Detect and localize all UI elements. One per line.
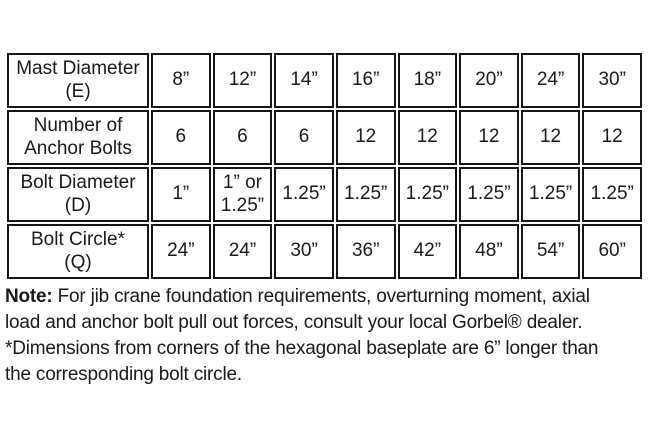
- value-cell: 48”: [459, 224, 519, 279]
- note-line: Note: For jib crane foundation requireme…: [5, 284, 650, 310]
- value-cell: 18”: [397, 53, 458, 108]
- value-cell: 16”: [335, 53, 396, 108]
- value-cell: 60”: [582, 224, 642, 279]
- note-block: Note: For jib crane foundation requireme…: [5, 284, 650, 388]
- footnote-line: the corresponding bolt circle.: [5, 364, 242, 385]
- row-label-cell: Number of Anchor Bolts: [7, 110, 149, 165]
- value-cell: 24”: [520, 53, 581, 108]
- note-label: Note:: [5, 286, 53, 307]
- value-cell: 12: [397, 110, 458, 165]
- value-cell: 36”: [335, 224, 396, 279]
- value-cell: 1.25”: [459, 167, 519, 222]
- value-cell: 14”: [274, 53, 334, 108]
- table-row: Mast Diameter (E) 8” 12” 14” 16” 18” 20” 24” 30”: [7, 53, 642, 108]
- spec-table-body: Mast Diameter (E) 8” 12” 14” 16” 18” 20” 24” 30”…: [7, 53, 642, 279]
- value-cell: 6: [151, 110, 211, 165]
- value-cell: 24”: [212, 224, 273, 279]
- value-cell: 6: [212, 110, 273, 165]
- value-cell: 1”: [151, 167, 211, 222]
- value-cell: 12: [335, 110, 396, 165]
- value-cell: 54”: [520, 224, 581, 279]
- spec-table: Mast Diameter (E) 8” 12” 14” 16” 18” 20” 24” 30”…: [5, 51, 644, 281]
- value-cell: 1.25”: [582, 167, 642, 222]
- value-cell: 8”: [151, 53, 211, 108]
- value-cell: 1.25”: [397, 167, 458, 222]
- table-row: Number of Anchor Bolts 6 6 6 12 12 12 12 12: [7, 110, 642, 165]
- value-cell: 12: [459, 110, 519, 165]
- note-line: load and anchor bolt pull out forces, co…: [5, 312, 583, 333]
- value-cell: 1.25”: [520, 167, 581, 222]
- table-row: Bolt Diameter (D) 1” 1” or 1.25” 1.25” 1.25”…: [7, 167, 642, 222]
- value-cell: 24”: [151, 224, 211, 279]
- row-label-cell: Bolt Circle* (Q): [7, 224, 149, 279]
- value-cell: 12”: [212, 53, 273, 108]
- value-cell: 12: [582, 110, 642, 165]
- value-cell: 1.25”: [274, 167, 334, 222]
- value-cell: 1.25”: [335, 167, 396, 222]
- note-line-text: For jib crane foundation requirements, o…: [57, 286, 590, 307]
- value-cell: 1” or 1.25”: [212, 167, 273, 222]
- value-cell: 30”: [274, 224, 334, 279]
- value-cell: 30”: [582, 53, 642, 108]
- row-label-cell: Bolt Diameter (D): [7, 167, 149, 222]
- table-row: Bolt Circle* (Q) 24” 24” 30” 36” 42” 48” 54” 60”: [7, 224, 642, 279]
- footnote-line: *Dimensions from corners of the hexagona…: [5, 338, 599, 359]
- value-cell: 12: [520, 110, 581, 165]
- value-cell: 42”: [397, 224, 458, 279]
- value-cell: 6: [274, 110, 334, 165]
- row-label-cell: Mast Diameter (E): [7, 53, 149, 108]
- value-cell: 20”: [459, 53, 519, 108]
